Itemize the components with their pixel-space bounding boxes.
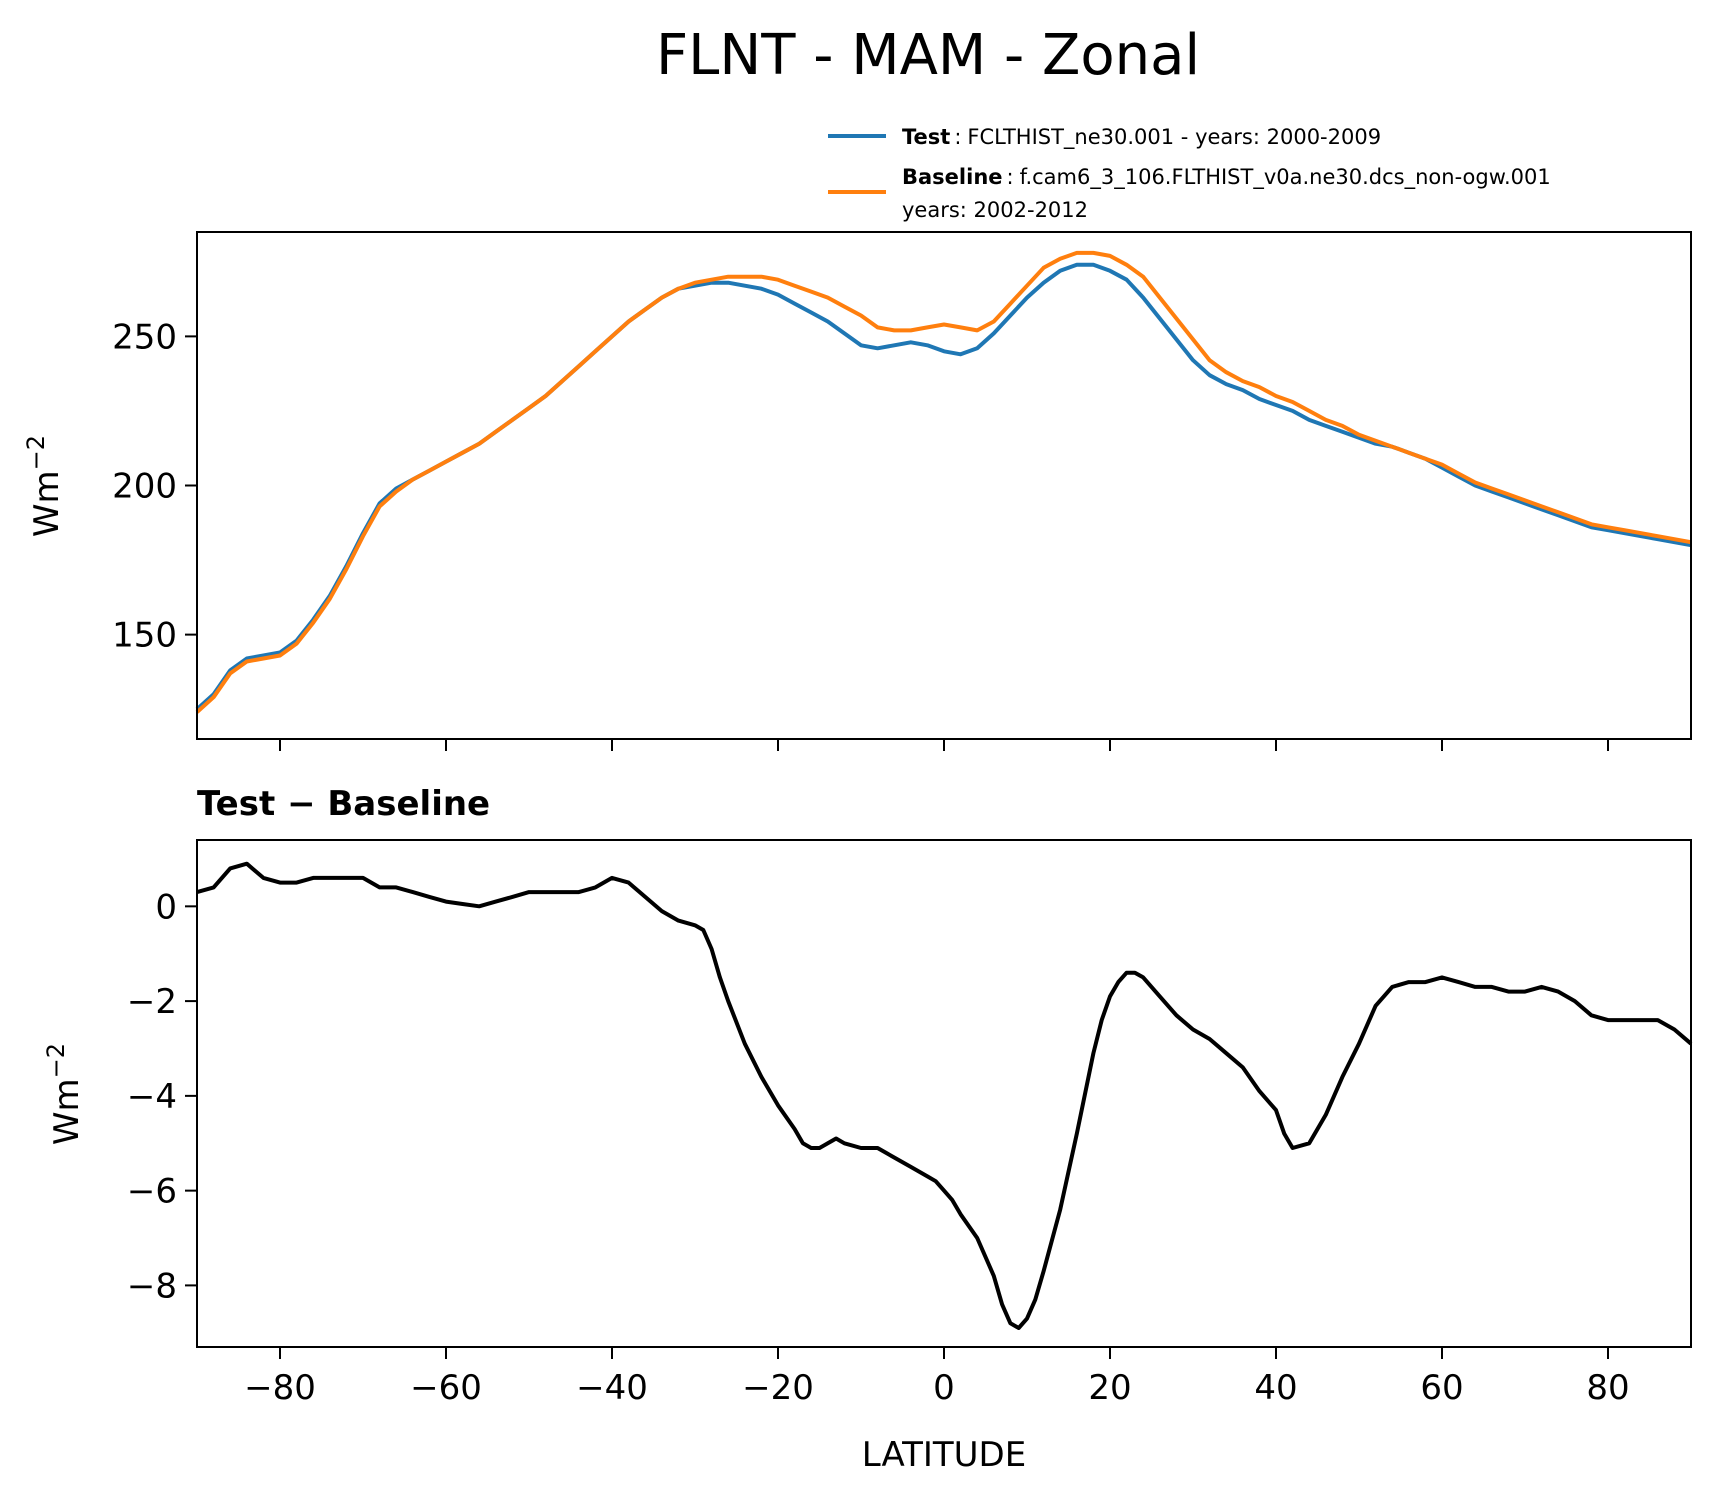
legend: Test: FCLTHIST_ne30.001 - years: 2000-200…: [828, 125, 1551, 222]
bottom-ylabel-sup: −2: [42, 1043, 70, 1078]
bottom-y-axis: 0 −2 −4 −6 −8: [127, 887, 197, 1306]
panel-difference: Test − Baseline 0 −2 −4 −6 −8 −80 −60 −40 −20 0 2…: [42, 784, 1693, 1475]
legend-baseline-text: f.cam6_3_106.FLTHIST_v0a.ne30.dcs_non-og…: [1020, 165, 1551, 190]
legend-test-sep: :: [954, 125, 961, 149]
bottom-x-tick-label: −80: [244, 1368, 316, 1408]
bottom-y-tick-label: −8: [127, 1266, 177, 1306]
top-y-tick-label: 250: [112, 317, 177, 357]
figure-title: FLNT - MAM - Zonal: [656, 23, 1200, 88]
bottom-x-tick-label: −60: [410, 1368, 482, 1408]
bottom-plot-frame: [196, 839, 1692, 1348]
top-y-tick-label: 200: [112, 467, 177, 507]
bottom-x-axis: −80 −60 −40 −20 0 20 40 60 80: [244, 1347, 1630, 1408]
bottom-y-tick-label: −2: [127, 982, 177, 1022]
bottom-ylabel-base: Wm: [47, 1078, 87, 1145]
top-y-tick-label: 150: [112, 616, 177, 656]
x-axis-label: LATITUDE: [862, 1435, 1026, 1475]
top-series: [195, 250, 1692, 714]
bottom-x-tick-label: −20: [742, 1368, 814, 1408]
legend-baseline-label: Baseline: [902, 165, 1003, 189]
legend-test-text: FCLTHIST_ne30.001 - years: 2000-2009: [967, 125, 1381, 150]
bottom-x-tick-label: 40: [1254, 1368, 1297, 1408]
bottom-panel-title: Test − Baseline: [197, 784, 490, 824]
bottom-x-tick-label: 80: [1586, 1368, 1629, 1408]
top-series-line-baseline: [195, 250, 1692, 714]
bottom-x-tick-label: 0: [933, 1368, 955, 1408]
top-y-axis-label: Wm−2: [22, 435, 67, 537]
bottom-y-tick-label: 0: [155, 887, 177, 927]
panel-zonal: 150 200 250 Wm−2: [22, 231, 1692, 751]
legend-baseline-years: years: 2002-2012: [902, 198, 1088, 222]
top-x-axis: [279, 739, 1609, 751]
bottom-series: [196, 861, 1693, 1330]
bottom-x-tick-label: 60: [1420, 1368, 1463, 1408]
top-y-axis: 150 200 250: [112, 317, 197, 656]
top-ylabel-base: Wm: [27, 470, 67, 537]
top-plot-frame: [196, 231, 1692, 740]
bottom-y-tick-label: −4: [127, 1077, 177, 1117]
bottom-series-line-difference: [196, 861, 1693, 1330]
legend-entry-test: Test: FCLTHIST_ne30.001 - years: 2000-200…: [902, 125, 1381, 150]
bottom-x-tick-label: 20: [1088, 1368, 1131, 1408]
legend-test-label: Test: [902, 125, 950, 149]
top-ylabel-sup: −2: [22, 435, 50, 470]
legend-entry-baseline: Baseline: f.cam6_3_106.FLTHIST_v0a.ne30.d…: [902, 165, 1551, 190]
bottom-y-tick-label: −6: [127, 1172, 177, 1212]
bottom-x-tick-label: −40: [576, 1368, 648, 1408]
legend-baseline-sep: :: [1007, 165, 1014, 189]
bottom-y-axis-label: Wm−2: [42, 1043, 87, 1145]
